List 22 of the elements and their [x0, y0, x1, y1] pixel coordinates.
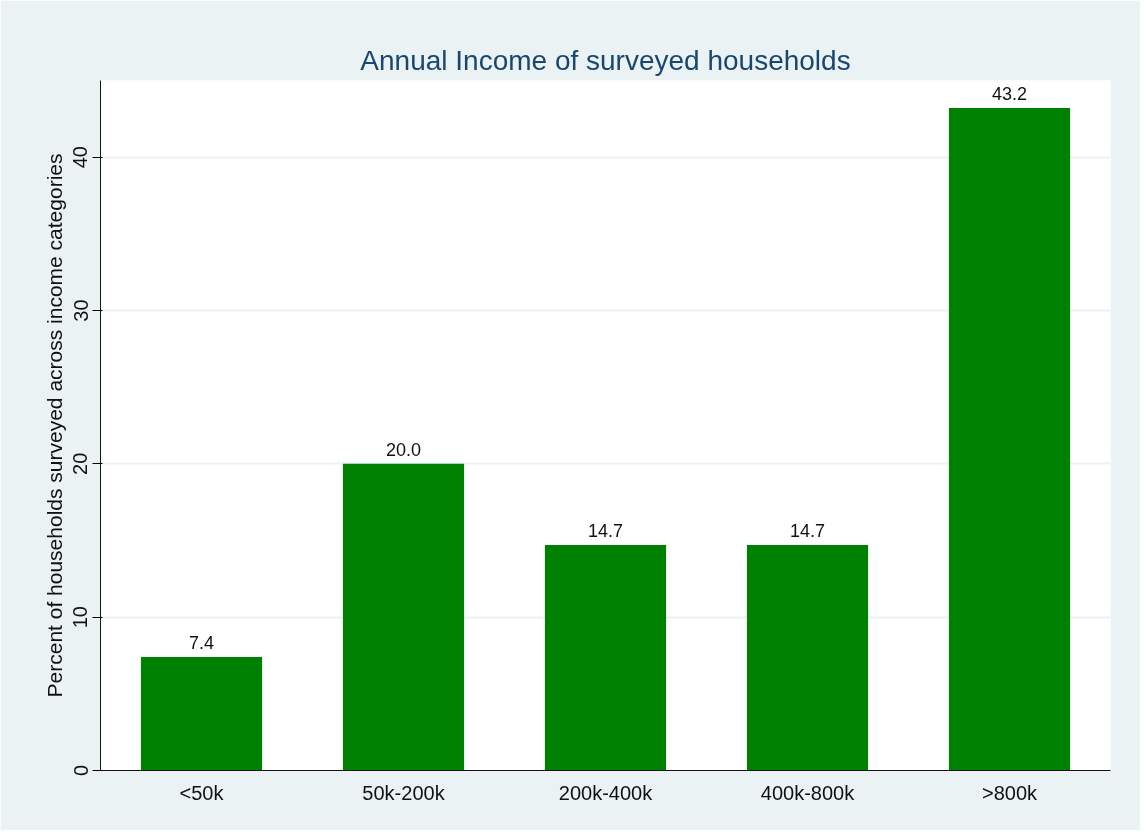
- bar: [746, 545, 869, 771]
- data-label: 43.2: [991, 84, 1028, 105]
- data-label: 20.0: [385, 439, 422, 460]
- y-tick-label: 0: [69, 764, 92, 777]
- bar: [544, 545, 667, 771]
- data-label: 14.7: [789, 521, 826, 542]
- x-tick-label: >800k: [981, 781, 1039, 804]
- bar: [948, 108, 1071, 771]
- chart-title: Annual Income of surveyed households: [360, 44, 851, 76]
- y-tick-label: 40: [69, 146, 92, 169]
- y-tick-label: 10: [69, 606, 92, 629]
- x-tick-label: 200k-400k: [558, 781, 654, 804]
- data-label: 7.4: [188, 633, 215, 654]
- data-label: 14.7: [587, 521, 624, 542]
- x-tick-label: 400k-800k: [760, 781, 856, 804]
- x-tick-label: <50k: [179, 781, 225, 804]
- y-tick-label: 20: [69, 452, 92, 475]
- x-tick-label: 50k-200k: [362, 781, 446, 804]
- y-tick-label: 30: [69, 299, 92, 322]
- y-axis-title: Percent of households surveyed across income categories: [42, 153, 66, 698]
- bar: [140, 657, 263, 771]
- bar: [342, 463, 465, 771]
